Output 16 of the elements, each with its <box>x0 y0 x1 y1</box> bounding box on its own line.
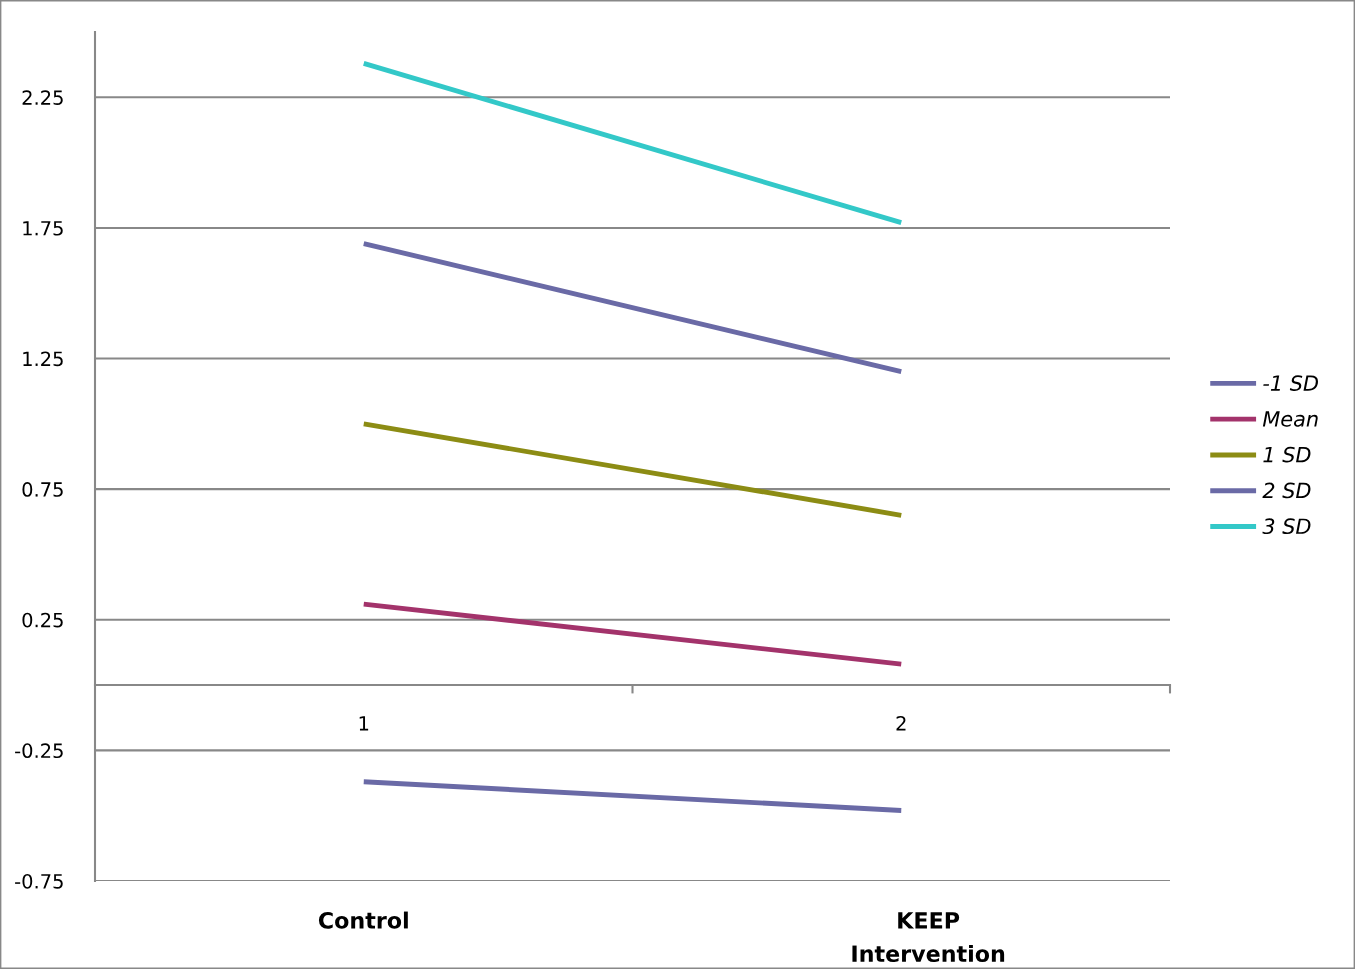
y-tick-label: 1.75 <box>23 221 63 236</box>
y-tick-label: 2.25 <box>22 90 63 105</box>
x-tick-label: 1 <box>359 716 369 731</box>
x-tick-label: 2 <box>896 715 906 731</box>
y-tick-label: 0.75 <box>22 482 63 497</box>
legend-label: -1 SD <box>1263 375 1318 391</box>
legend-label: Mean <box>1262 411 1318 427</box>
text: Control <box>318 911 408 929</box>
y-tick-label: 0.25 <box>22 612 63 628</box>
legend-label: 3 SD <box>1262 518 1311 535</box>
y-tick-label: -0.75 <box>15 873 63 889</box>
legend-label: 2 SD <box>1262 482 1311 499</box>
text: KEEP Intervention <box>852 912 1005 963</box>
legend-label: 1 SD <box>1263 446 1311 463</box>
y-tick-label: -0.25 <box>15 743 63 759</box>
y-tick-label: 1.25 <box>23 351 63 367</box>
